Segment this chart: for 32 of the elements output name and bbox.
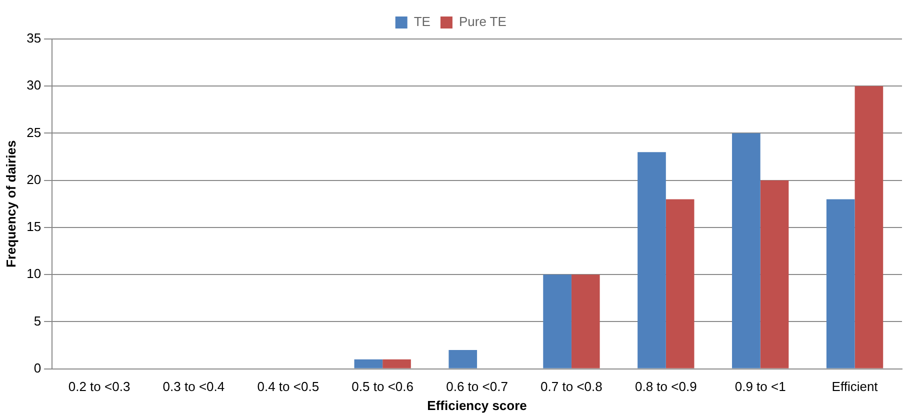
x-tick-label: 0.2 to <0.3 xyxy=(68,379,130,394)
legend-label: Pure TE xyxy=(458,14,507,30)
x-tick-label: 0.8 to <0.9 xyxy=(635,379,697,394)
x-tick-label: 0.5 to <0.6 xyxy=(352,379,414,394)
y-tick-label: 0 xyxy=(34,360,42,376)
legend-label: TE xyxy=(414,14,431,30)
x-tick-label: Efficient xyxy=(832,379,878,394)
bar xyxy=(666,199,694,368)
x-axis-title: Efficiency score xyxy=(427,398,527,413)
x-tick-label: 0.7 to <0.8 xyxy=(540,379,602,394)
bar xyxy=(382,359,411,368)
x-tick-label: 0.9 to <1 xyxy=(734,379,786,394)
x-tick-label: 0.3 to <0.4 xyxy=(162,379,225,394)
y-axis-title: Frequency of dairies xyxy=(3,140,18,268)
bar xyxy=(732,133,760,368)
y-tick-label: 15 xyxy=(26,219,42,234)
y-tick-label: 35 xyxy=(26,30,42,46)
bar xyxy=(571,274,600,368)
y-tick-label: 30 xyxy=(26,78,42,93)
y-tick-label: 25 xyxy=(26,124,42,140)
bar xyxy=(448,350,478,368)
bar xyxy=(638,152,666,368)
bar xyxy=(826,199,855,368)
bar xyxy=(854,86,884,368)
x-tick-label: 0.6 to <0.7 xyxy=(446,379,508,394)
bar xyxy=(354,359,383,368)
y-tick-label: 20 xyxy=(26,172,42,187)
y-tick-label: 5 xyxy=(34,313,42,328)
bar xyxy=(760,180,789,368)
x-tick-label: 0.4 to <0.5 xyxy=(257,379,320,394)
y-tick-label: 10 xyxy=(26,266,42,282)
bar xyxy=(543,274,572,368)
